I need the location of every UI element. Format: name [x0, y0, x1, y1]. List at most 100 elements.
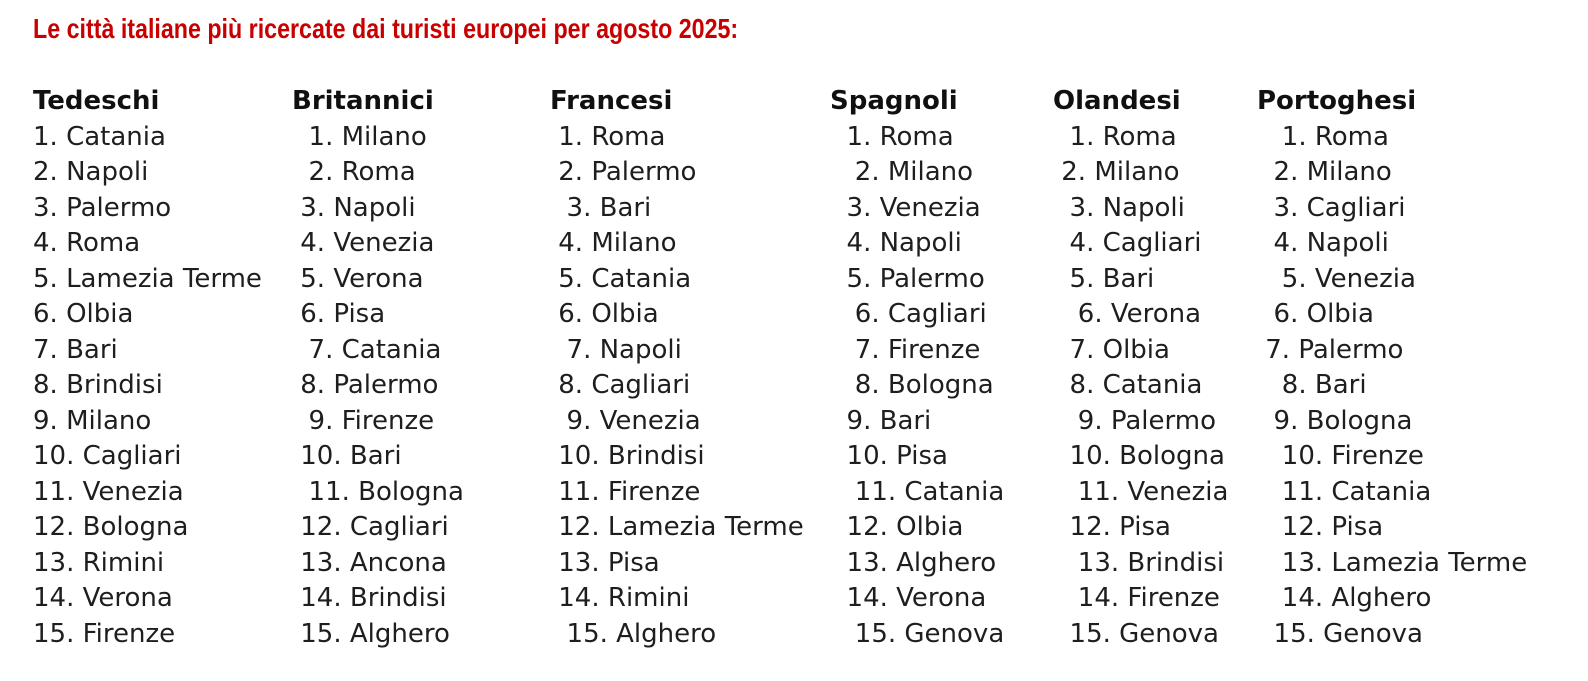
list-item: 12. Cagliari [292, 512, 449, 542]
list-item: 2. Milano [1053, 157, 1180, 187]
list-item: 8. Catania [1053, 370, 1203, 400]
list-item: 12. Bologna [33, 512, 189, 542]
list-item: 5. Catania [550, 263, 692, 294]
list-item: 9. Bologna [1257, 405, 1413, 436]
city-list: 1. Catania 2. Napoli 3. Palermo 4. Roma 5. L… [33, 120, 292, 653]
list-item: 2. Palermo [550, 157, 697, 187]
list-item: 15. Genova [830, 618, 1005, 649]
list-item: 7. Napoli [550, 334, 682, 365]
list-item: 5. Palermo [830, 263, 985, 294]
column-header: Spagnoli [830, 86, 958, 116]
list-item: 11. Catania [1257, 476, 1432, 507]
column-header: Portoghesi [1257, 86, 1417, 116]
column-olandesi: Olandesi 1. Roma 2. Milano 3. Napoli 4. … [1053, 84, 1257, 652]
list-item: 1. Catania [33, 121, 166, 152]
column-header: Olandesi [1053, 86, 1181, 116]
list-item: 9. Milano [33, 405, 152, 436]
list-item: 3. Palermo [33, 192, 172, 223]
list-item: 5. Bari [1053, 263, 1155, 294]
list-item: 4. Venezia [292, 228, 435, 258]
list-item: 13. Alghero [830, 547, 997, 578]
list-item: 2. Napoli [33, 157, 149, 187]
list-item: 15. Alghero [550, 618, 717, 649]
list-item: 6. Olbia [1257, 299, 1374, 329]
list-item: 13. Brindisi [1053, 547, 1225, 578]
list-item: 6. Verona [1053, 299, 1202, 329]
city-list: 1. Roma 2. Palermo 3. Bari 4. Milano 5. … [550, 120, 830, 653]
list-item: 3. Napoli [292, 192, 416, 223]
list-item: 2. Milano [830, 157, 974, 187]
list-item: 3. Venezia [830, 192, 981, 223]
list-item: 15. Genova [1257, 618, 1423, 649]
list-item: 6. Olbia [33, 299, 134, 329]
city-ranking-columns: Tedeschi 1. Catania 2. Napoli 3. Palermo 4.… [33, 84, 1588, 652]
list-item: 12. Pisa [1053, 512, 1171, 542]
column-header: Tedeschi [33, 86, 160, 116]
list-item: 7. Catania [292, 334, 442, 365]
list-item: 3. Napoli [1053, 192, 1185, 223]
list-item: 4. Napoli [830, 228, 962, 258]
list-item: 7. Firenze [830, 334, 981, 365]
list-item: 9. Firenze [292, 405, 435, 436]
list-item: 2. Milano [1257, 157, 1392, 187]
list-item: 10. Brindisi [550, 441, 705, 471]
city-list: 1. Milano 2. Roma 3. Napoli 4. Venezia 5… [292, 120, 550, 653]
list-item: 11. Catania [830, 476, 1005, 507]
list-item: 1. Milano [292, 121, 427, 152]
list-item: 8. Bari [1257, 370, 1367, 400]
list-item: 14. Alghero [1257, 583, 1432, 613]
list-item: 8. Brindisi [33, 370, 163, 400]
list-item: 12. Olbia [830, 512, 964, 542]
list-item: 1. Roma [1053, 121, 1177, 152]
column-header: Francesi [550, 86, 673, 116]
city-list: 1. Roma 2. Milano 3. Venezia 4. Napoli 5… [830, 120, 1053, 653]
list-item: 6. Cagliari [830, 299, 987, 329]
list-item: 10. Bari [292, 441, 402, 471]
list-item: 13. Pisa [550, 547, 660, 578]
list-item: 5. Venezia [1257, 263, 1416, 294]
list-item: 1. Roma [1257, 121, 1389, 152]
list-item: 11. Venezia [1053, 476, 1229, 507]
list-item: 8. Cagliari [550, 370, 691, 400]
list-item: 1. Roma [550, 121, 666, 152]
list-item: 14. Firenze [1053, 583, 1220, 613]
list-item: 4. Cagliari [1053, 228, 1202, 258]
column-header: Britannici [292, 86, 434, 116]
list-item: 6. Pisa [292, 299, 386, 329]
list-item: 13. Ancona [292, 547, 447, 578]
column-britannici: Britannici 1. Milano 2. Roma 3. Napoli 4… [292, 84, 550, 652]
list-item: 2. Roma [292, 157, 416, 187]
city-list: 1. Roma 2. Milano 3. Cagliari 4. Napoli … [1257, 120, 1588, 653]
column-portoghesi: Portoghesi 1. Roma 2. Milano 3. Cagliari… [1257, 84, 1588, 652]
list-item: 9. Bari [830, 405, 932, 436]
list-item: 13. Lamezia Terme [1257, 547, 1528, 578]
list-item: 11. Venezia [33, 476, 184, 507]
list-item: 5. Verona [292, 263, 424, 294]
list-item: 11. Firenze [550, 476, 701, 507]
list-item: 8. Palermo [292, 370, 439, 400]
page-title: Le città italiane più ricercate dai turi… [33, 13, 739, 44]
list-item: 14. Verona [33, 583, 173, 613]
list-item: 7. Olbia [1053, 334, 1170, 365]
list-item: 4. Roma [33, 228, 141, 258]
list-item: 15. Genova [1053, 618, 1219, 649]
list-item: 5. Lamezia Terme [33, 263, 262, 294]
list-item: 14. Rimini [550, 583, 690, 613]
list-item: 10. Pisa [830, 441, 948, 471]
list-item: 4. Napoli [1257, 228, 1389, 258]
list-item: 4. Milano [550, 228, 677, 258]
list-item: 9. Venezia [550, 405, 701, 436]
list-item: 7. Palermo [1257, 334, 1404, 365]
city-list: 1. Roma 2. Milano 3. Napoli 4. Cagliari … [1053, 120, 1257, 653]
list-item: 10. Firenze [1257, 441, 1424, 471]
list-item: 12. Lamezia Terme [550, 512, 804, 542]
list-item: 14. Brindisi [292, 583, 447, 613]
list-item: 13. Rimini [33, 547, 165, 578]
column-tedeschi: Tedeschi 1. Catania 2. Napoli 3. Palermo 4.… [33, 84, 292, 652]
list-item: 10. Cagliari [33, 441, 182, 471]
column-spagnoli: Spagnoli 1. Roma 2. Milano 3. Venezia 4.… [830, 84, 1053, 652]
list-item: 10. Bologna [1053, 441, 1225, 471]
list-item: 15. Alghero [292, 618, 450, 649]
column-francesi: Francesi 1. Roma 2. Palermo 3. Bari 4. M… [550, 84, 830, 652]
list-item: 9. Palermo [1053, 405, 1216, 436]
